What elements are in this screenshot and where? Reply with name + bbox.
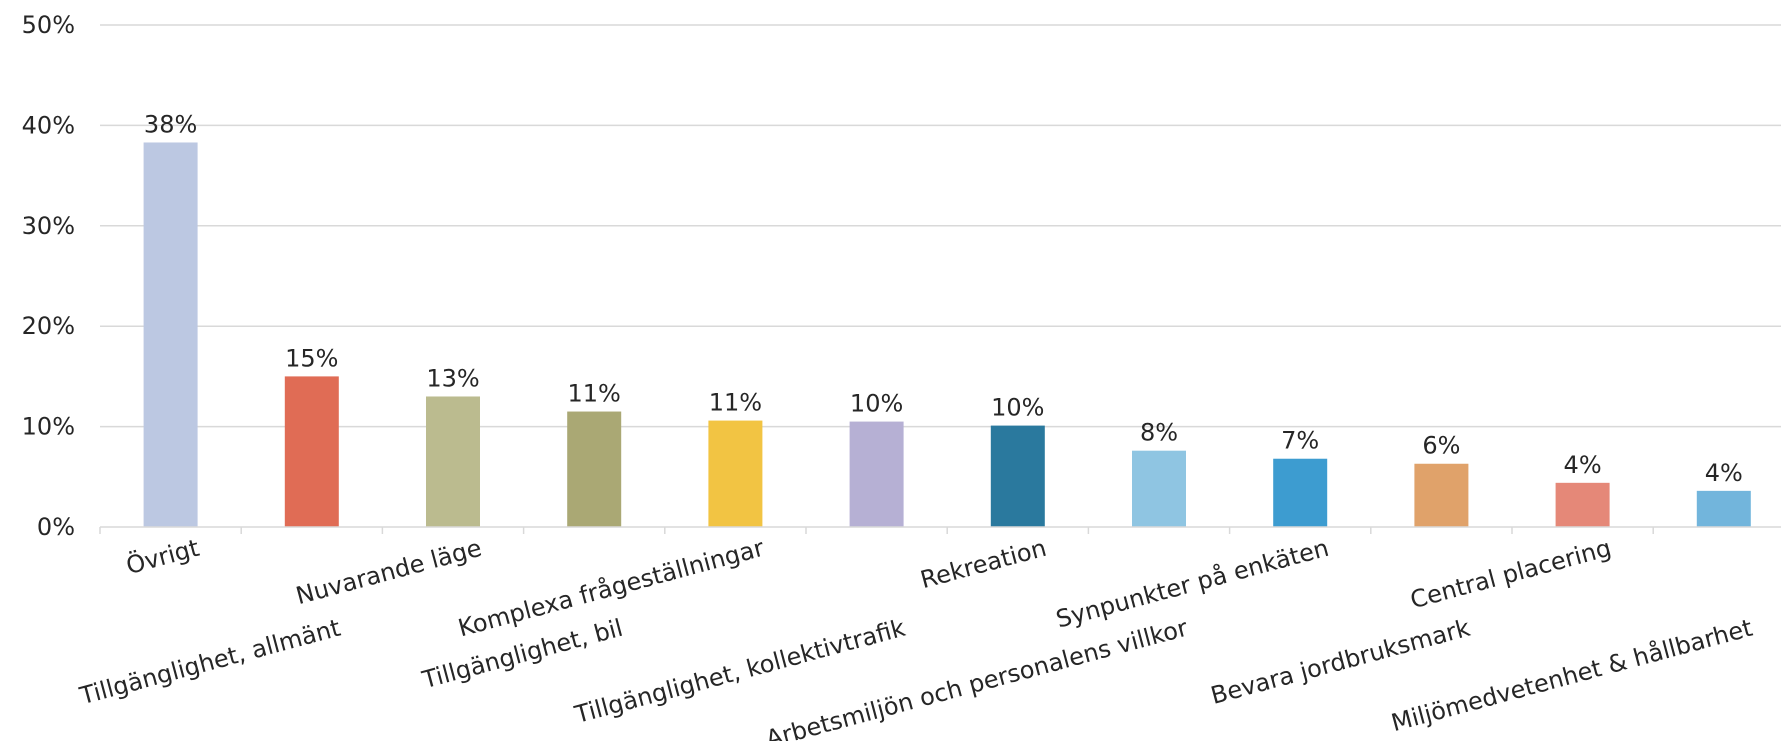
- x-axis: [99, 526, 1781, 534]
- category-label: Nuvarande läge: [293, 534, 485, 610]
- data-label: 7%: [1281, 427, 1319, 455]
- data-labels: 38% 15% 13% 11% 11% 10% 10% 8% 7% 6% 4% 4%: [144, 110, 1743, 486]
- bar: [284, 376, 339, 527]
- data-label: 11%: [568, 380, 621, 408]
- bar: [990, 425, 1045, 527]
- bar: [1414, 463, 1469, 527]
- category-label: Central placering: [1407, 534, 1614, 615]
- bars: [143, 142, 1751, 527]
- data-label: 6%: [1422, 432, 1460, 460]
- bar: [426, 396, 480, 527]
- data-label: 11%: [709, 389, 762, 417]
- y-tick-label: 30%: [22, 212, 75, 240]
- data-label: 10%: [991, 394, 1044, 422]
- bar: [849, 421, 904, 527]
- data-label: 13%: [426, 364, 479, 392]
- bar: [1273, 458, 1328, 527]
- gridlines: [100, 24, 1781, 428]
- y-tick-label: 50%: [22, 11, 75, 39]
- category-label: Synpunkter på enkäten: [1053, 533, 1332, 634]
- y-axis-tick-labels: 0% 10% 20% 30% 40% 50%: [22, 11, 75, 541]
- data-label: 38%: [144, 110, 197, 138]
- y-tick-label: 0%: [37, 513, 75, 541]
- data-label: 15%: [285, 344, 338, 372]
- bar: [567, 411, 622, 527]
- data-label: 10%: [850, 390, 903, 418]
- data-label: 8%: [1140, 419, 1178, 447]
- y-tick-label: 40%: [22, 111, 75, 139]
- category-label: Övrigt: [123, 533, 202, 580]
- bar: [708, 420, 763, 527]
- bar: [1555, 482, 1610, 527]
- bar: [143, 142, 198, 527]
- y-tick-label: 10%: [22, 413, 75, 441]
- y-tick-label: 20%: [22, 312, 75, 340]
- bar: [1696, 490, 1751, 527]
- category-label: Bevara jordbruksmark: [1208, 614, 1473, 710]
- data-label: 4%: [1564, 451, 1602, 479]
- data-label: 4%: [1705, 459, 1743, 487]
- bar: [1132, 450, 1186, 527]
- category-label: Tillgänglighet, allmänt: [76, 614, 343, 711]
- category-label: Rekreation: [917, 534, 1049, 594]
